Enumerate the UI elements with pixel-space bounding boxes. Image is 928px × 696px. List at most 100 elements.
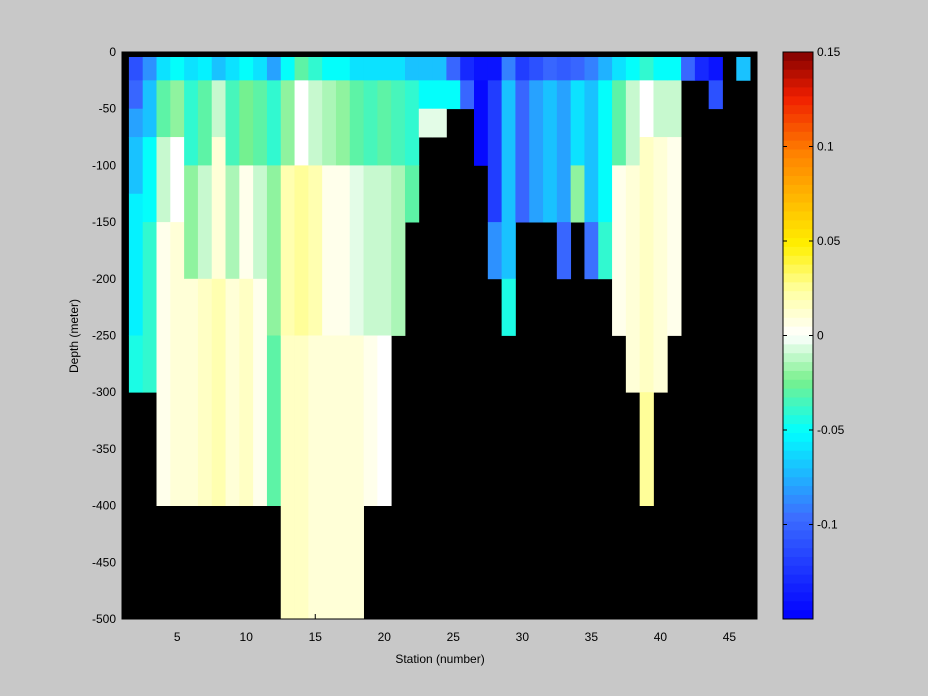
heatmap-cell xyxy=(197,278,213,506)
heatmap-cell xyxy=(294,165,309,336)
heatmap-cell xyxy=(294,80,309,166)
colorbar-swatch xyxy=(783,450,813,461)
heatmap-cell xyxy=(335,165,351,336)
heatmap-cell xyxy=(418,52,433,81)
heatmap-cell xyxy=(197,80,213,166)
colorbar-swatch xyxy=(783,69,813,80)
heatmap-cell xyxy=(128,137,144,195)
colorbar-swatch xyxy=(783,149,813,159)
colorbar-swatch xyxy=(783,60,813,71)
y-tick-label: -100 xyxy=(92,158,116,172)
heatmap-cell xyxy=(225,165,240,280)
heatmap-cell xyxy=(266,52,282,81)
heatmap-cell xyxy=(308,80,323,166)
heatmap-cell xyxy=(377,335,392,506)
heatmap-cell xyxy=(708,52,723,81)
heatmap-cell xyxy=(156,52,171,81)
heatmap-cell xyxy=(253,80,268,166)
heatmap-cell xyxy=(667,137,682,336)
heatmap-cell xyxy=(349,80,364,166)
heatmap-cell xyxy=(239,278,254,506)
y-axis-label: Depth (meter) xyxy=(67,299,81,373)
colorbar-swatch xyxy=(783,114,813,124)
heatmap-cell xyxy=(391,52,406,81)
heatmap-cell xyxy=(612,80,627,166)
heatmap-cell xyxy=(598,80,613,223)
colorbar-tick-label: -0.05 xyxy=(817,423,845,437)
heatmap-cell xyxy=(543,52,558,81)
heatmap-cell xyxy=(156,80,171,138)
colorbar-swatch xyxy=(783,184,813,195)
heatmap-cell xyxy=(404,52,420,81)
heatmap-cell xyxy=(612,165,627,336)
colorbar-swatch xyxy=(783,87,813,97)
heatmap-cell xyxy=(253,165,268,280)
heatmap-cell xyxy=(322,165,337,336)
heatmap-cell xyxy=(446,80,461,110)
x-axis-label: Station (number) xyxy=(395,652,484,666)
heatmap-cell xyxy=(460,52,475,81)
heatmap-cell xyxy=(556,222,572,280)
y-tick-label: -200 xyxy=(92,272,116,286)
colorbar-swatch xyxy=(783,574,813,585)
colorbar-swatch xyxy=(783,486,813,496)
colorbar-swatch xyxy=(783,96,813,106)
colorbar-swatch xyxy=(783,503,813,514)
colorbar-tick-label: 0.15 xyxy=(817,45,841,59)
heatmap-cell xyxy=(377,52,392,81)
heatmap-cell xyxy=(349,52,364,81)
colorbar-swatch xyxy=(783,335,813,345)
colorbar-swatch xyxy=(783,238,813,248)
heatmap-cell xyxy=(322,335,337,619)
colorbar-swatch xyxy=(783,592,813,602)
colorbar-swatch xyxy=(783,326,813,336)
heatmap-cell xyxy=(404,165,420,223)
colorbar-swatch xyxy=(783,211,813,221)
colorbar-tick-label: 0.05 xyxy=(817,234,841,248)
colorbar-swatch xyxy=(783,193,813,204)
heatmap-cell xyxy=(363,335,378,506)
heatmap-cell xyxy=(639,392,654,506)
colorbar-swatch xyxy=(783,52,813,62)
heatmap-cell xyxy=(694,52,710,81)
colorbar-swatch xyxy=(783,202,813,212)
colorbar-ticks: 0.15 0.1 0.05 0 -0.05 -0.1 xyxy=(783,45,845,532)
heatmap-cell xyxy=(225,80,240,166)
heatmap-cell xyxy=(142,52,157,81)
colorbar-swatch xyxy=(783,556,813,567)
colorbar-swatch xyxy=(783,397,813,407)
heatmap-cell xyxy=(556,80,572,223)
heatmap-cell xyxy=(349,335,364,619)
heatmap-cell xyxy=(170,52,185,81)
heatmap-cell xyxy=(294,335,309,619)
heatmap-cell xyxy=(266,335,282,506)
heatmap-cell xyxy=(639,137,654,393)
heatmap-cell xyxy=(612,52,627,81)
heatmap-cell xyxy=(211,52,226,81)
heatmap-cells xyxy=(122,52,757,619)
colorbar-swatch xyxy=(783,388,813,399)
heatmap-cell xyxy=(474,80,489,166)
heatmap-cell xyxy=(584,80,599,223)
heatmap-cell xyxy=(335,80,351,166)
heatmap-cell xyxy=(142,80,157,138)
heatmap-cell xyxy=(418,108,433,138)
heatmap-cell xyxy=(570,165,585,223)
heatmap-cell xyxy=(653,52,668,81)
heatmap-cell xyxy=(128,108,144,138)
heatmap-cell xyxy=(418,80,433,110)
heatmap-cell xyxy=(515,52,530,81)
heatmap-cell xyxy=(211,278,226,506)
heatmap-cell xyxy=(128,335,144,393)
heatmap-cell xyxy=(653,137,668,393)
heatmap-cell xyxy=(515,80,530,223)
heatmap-cell xyxy=(211,80,226,138)
heatmap-cell xyxy=(543,80,558,223)
x-tick-label: 20 xyxy=(378,630,392,644)
heatmap-cell xyxy=(322,80,337,166)
heatmap-cell xyxy=(184,165,199,280)
heatmap-cell xyxy=(197,165,213,280)
heatmap-cell xyxy=(391,80,406,166)
heatmap-cell xyxy=(280,335,295,619)
colorbar-swatch xyxy=(783,255,813,266)
